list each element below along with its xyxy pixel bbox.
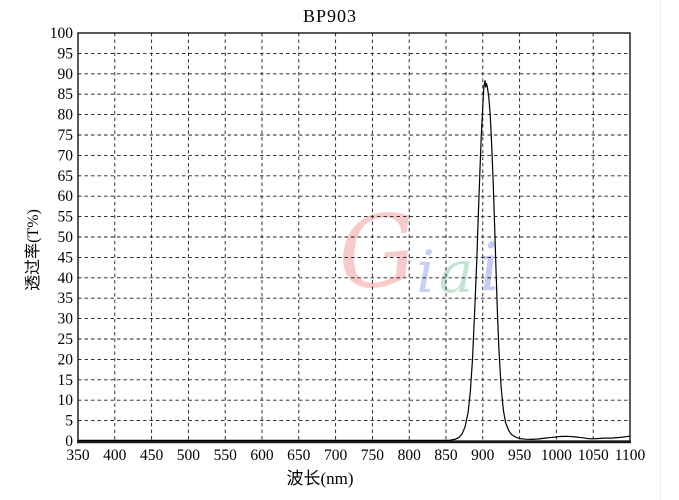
tick-label: 1100 xyxy=(615,447,646,464)
tick-label: 55 xyxy=(58,209,74,226)
tick-label: 10 xyxy=(58,392,74,409)
tick-label: 350 xyxy=(66,447,90,464)
tick-label: 80 xyxy=(58,107,74,124)
tick-label: 35 xyxy=(58,290,74,307)
x-axis-label: 波长(nm) xyxy=(286,469,354,488)
tick-label: 1050 xyxy=(578,447,609,464)
tick-label: 100 xyxy=(50,25,74,42)
tick-label: 400 xyxy=(103,447,127,464)
tick-label: 1000 xyxy=(541,447,572,464)
tick-label: 850 xyxy=(434,447,458,464)
tick-label: 70 xyxy=(58,147,74,164)
tick-label: 75 xyxy=(58,127,74,144)
tick-label: 550 xyxy=(214,447,238,464)
tick-label: 750 xyxy=(361,447,385,464)
tick-label: 800 xyxy=(398,447,422,464)
y-axis-label: 透过率(T%) xyxy=(25,209,42,291)
tick-label: 65 xyxy=(58,168,74,185)
tick-label: 50 xyxy=(58,229,74,246)
tick-label: 650 xyxy=(287,447,311,464)
tick-label: 85 xyxy=(58,86,74,103)
tick-label: 500 xyxy=(177,447,201,464)
tick-label: 450 xyxy=(140,447,164,464)
tick-label: 95 xyxy=(58,45,74,62)
tick-label: 60 xyxy=(58,188,74,205)
scan-edge-artifact xyxy=(660,0,661,500)
tick-label: 700 xyxy=(324,447,348,464)
tick-label: 600 xyxy=(250,447,274,464)
tick-label: 5 xyxy=(65,413,73,430)
tick-label: 90 xyxy=(58,66,74,83)
chart-title: BP903 xyxy=(302,6,358,26)
transmittance-curve xyxy=(78,80,631,441)
tick-label: 40 xyxy=(58,270,74,287)
tick-label: 950 xyxy=(508,447,532,464)
tick-label: 45 xyxy=(58,249,74,266)
tick-label: 30 xyxy=(58,311,74,328)
tick-label: 15 xyxy=(58,372,74,389)
tick-label: 20 xyxy=(58,351,74,368)
tick-label: 25 xyxy=(58,331,74,348)
tick-label: 0 xyxy=(65,433,73,450)
tick-label: 900 xyxy=(471,447,495,464)
